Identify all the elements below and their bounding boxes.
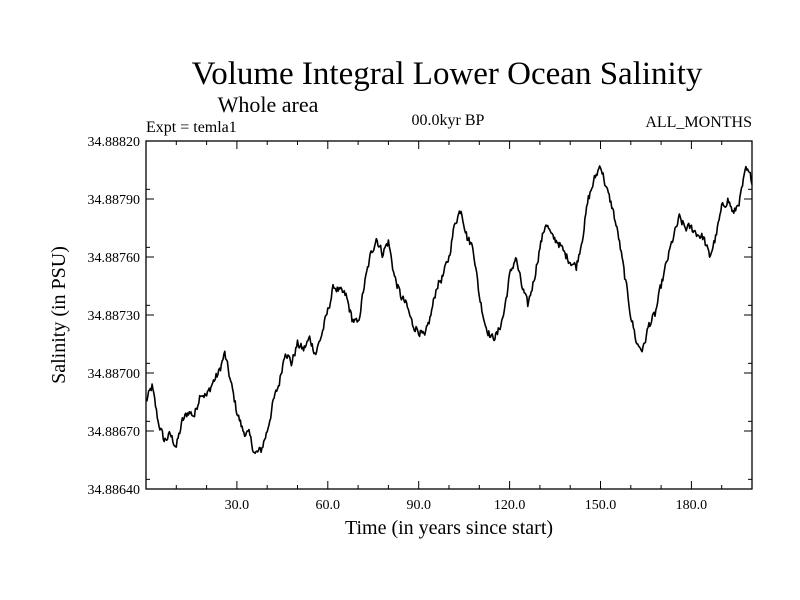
x-axis-label: Time (in years since start) (345, 517, 553, 539)
y-tick-label: 34.88730 (88, 309, 141, 324)
y-tick-label: 34.88640 (88, 483, 141, 498)
months-label: ALL_MONTHS (645, 114, 752, 131)
chart-title: Volume Integral Lower Ocean Salinity (192, 56, 703, 92)
x-tick-label: 180.0 (676, 498, 708, 513)
y-tick-label: 34.88790 (88, 193, 141, 208)
x-tick-label: 120.0 (494, 498, 526, 513)
x-axis: 30.0 60.0 90.0 120.0 150.0 180.0 (175, 141, 723, 513)
salinity-series-line (145, 165, 753, 455)
x-tick-label: 30.0 (225, 498, 250, 513)
plot-frame (145, 140, 753, 490)
x-tick-label: 90.0 (406, 498, 431, 513)
y-axis-label: Salinity (in PSU) (48, 246, 70, 384)
x-tick-label: 60.0 (316, 498, 341, 513)
y-tick-label: 34.88700 (88, 367, 141, 382)
period-label: 00.0kyr BP (412, 112, 485, 129)
chart-subtitle: Whole area (218, 92, 319, 117)
expt-label: Expt = temla1 (146, 119, 237, 136)
y-tick-label: 34.88670 (88, 425, 141, 440)
y-tick-label: 34.88820 (88, 135, 141, 150)
y-tick-label: 34.88760 (88, 251, 141, 266)
x-tick-label: 150.0 (585, 498, 617, 513)
